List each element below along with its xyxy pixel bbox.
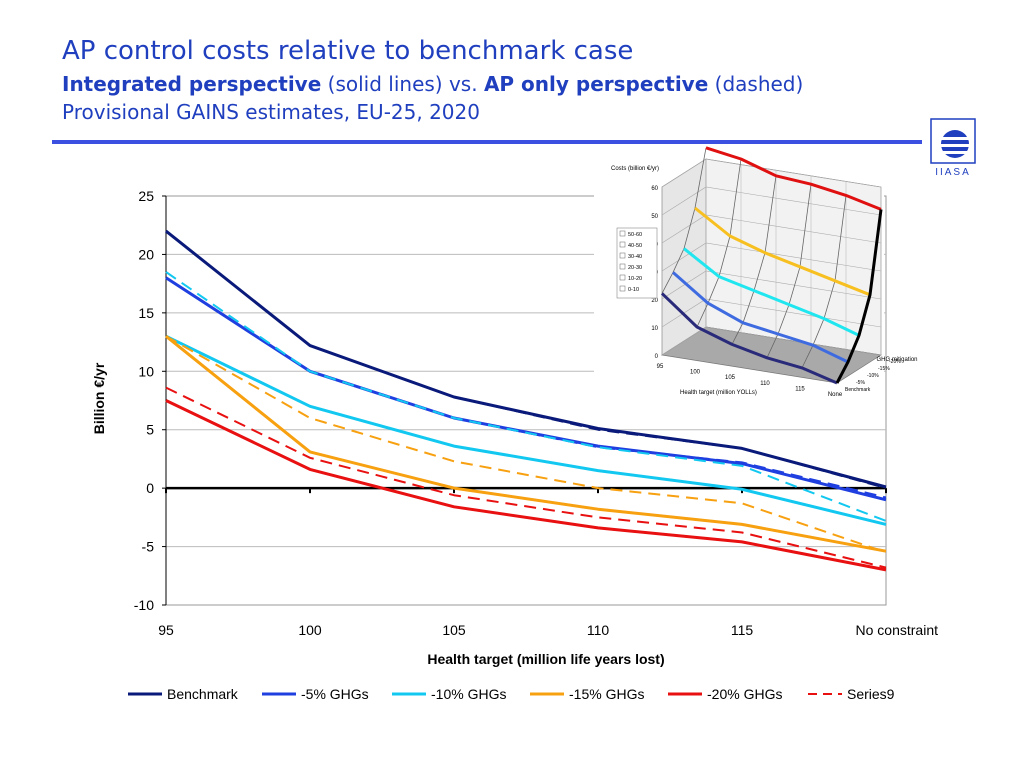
legend-label: Benchmark: [167, 686, 239, 702]
logo-text: IIASA: [935, 167, 971, 178]
inset-legend-swatch: [619, 241, 626, 248]
inset-series-line: [660, 292, 838, 385]
subtitle-bold-ap-only: AP only perspective: [483, 72, 709, 96]
inset-z-tick-label: 60: [651, 186, 658, 192]
inset-x-tick-label: 100: [690, 370, 701, 376]
y-tick-label: -10: [134, 597, 154, 613]
y-tick-label: 10: [138, 363, 154, 379]
inset-x-tick-label: 110: [760, 381, 770, 387]
x-tick-label: 110: [587, 622, 610, 638]
header-rule: [52, 140, 922, 144]
inset-edge-line: [835, 209, 883, 384]
y-axis-label: Billion €/yr: [91, 362, 107, 434]
inset-series-line: [694, 206, 871, 297]
x-tick-label: 100: [298, 622, 322, 638]
legend-label: -10% GHGs: [431, 686, 506, 702]
y-tick-label: 20: [138, 246, 154, 262]
logo-stripe: [940, 151, 970, 154]
legend-label: -20% GHGs: [707, 686, 782, 702]
inset-x-tick-label: None: [828, 392, 843, 398]
series-line-15-ghgs: [165, 335, 887, 553]
x-tick-label: 95: [158, 622, 174, 638]
legend-label: Series9: [847, 686, 895, 702]
legend-label: -15% GHGs: [569, 686, 644, 702]
inset-depth-tick-label: -15%: [878, 366, 890, 372]
series-line-dashed: [165, 386, 887, 569]
inset-z-tick-label: 50: [651, 214, 658, 220]
inset-legend-label: 10-20: [628, 276, 642, 282]
inset-x-tick-label: 115: [795, 386, 805, 392]
y-tick-label: 25: [138, 188, 154, 204]
inset-depth-tick-label: -10%: [867, 373, 879, 379]
page-subtitle: Integrated perspective (solid lines) vs.…: [62, 72, 803, 96]
logo-frame: [930, 118, 976, 164]
subtitle-text-solid: (solid lines) vs.: [321, 72, 484, 96]
inset-x-tick-label: 95: [657, 364, 664, 370]
series-line-dashed: [165, 271, 887, 522]
subtitle-bold-integrated: Integrated perspective: [62, 72, 322, 96]
iiasa-logo: IIASA: [930, 118, 976, 178]
inset-legend-label: 40-50: [628, 243, 642, 249]
inset-series-line: [672, 271, 849, 364]
inset-x-tick-label: 105: [725, 375, 736, 381]
series-line-20-ghgs: [165, 399, 887, 572]
inset-series-line: [705, 146, 882, 211]
inset-3d-chart: 0102030405060Costs (billion €/yr)9510010…: [594, 146, 918, 402]
y-tick-label: 5: [146, 422, 154, 438]
inset-depth-tick-label: -5%: [856, 380, 865, 386]
subtitle-text-dashed: (dashed): [708, 72, 804, 96]
legend-label: -5% GHGs: [301, 686, 369, 702]
y-tick-label: 0: [146, 480, 154, 496]
inset-legend-swatch: [619, 263, 626, 270]
main-series: [165, 229, 887, 572]
inset-z-tick-label: 10: [651, 326, 658, 332]
main-axes: [162, 195, 887, 606]
inset-depth-axis-label: GHG mitigation: [876, 357, 917, 363]
y-tick-label: -5: [142, 539, 155, 555]
inset-z-tick-label: 0: [655, 354, 659, 360]
series-line-dashed: [165, 335, 887, 554]
inset-legend-label: 50-60: [628, 232, 642, 238]
inset-depth-tick-label: Benchmark: [845, 387, 871, 393]
y-tick-label: 15: [138, 305, 154, 321]
inset-x-axis-label: Health target (million YOLLs): [680, 390, 757, 396]
inset-legend-swatch: [619, 285, 626, 292]
inset-legend-swatch: [619, 230, 626, 237]
x-tick-label: No constraint: [856, 622, 939, 638]
inset-z-tick-label: 20: [651, 298, 658, 304]
inset-title: Costs (billion €/yr): [611, 166, 659, 172]
series-line-dashed: [165, 276, 887, 499]
x-tick-label: 115: [731, 622, 754, 638]
inset-legend-label: 30-40: [628, 254, 642, 260]
logo-stripe: [940, 144, 970, 147]
inset-legend-label: 0-10: [628, 287, 639, 293]
page-title: AP control costs relative to benchmark c…: [62, 36, 634, 66]
inset-legend-swatch: [619, 252, 626, 259]
legend: Benchmark -5% GHGs -10% GHGs -15% GHGs -20% …: [128, 686, 895, 702]
inset-legend-label: 20-30: [628, 265, 642, 271]
inset-series-line: [683, 247, 860, 337]
x-tick-label: 105: [442, 622, 466, 638]
x-axis-label: Health target (million life years lost): [427, 651, 664, 667]
inset-legend-swatch: [619, 274, 626, 281]
page-subtitle-provisional: Provisional GAINS estimates, EU-25, 2020: [62, 100, 480, 124]
logo-stripe: [940, 137, 970, 140]
inset-depth-tick-label: -20%: [889, 359, 901, 365]
series-line-10-ghgs: [165, 334, 887, 526]
series-line-dashed: [165, 230, 887, 490]
